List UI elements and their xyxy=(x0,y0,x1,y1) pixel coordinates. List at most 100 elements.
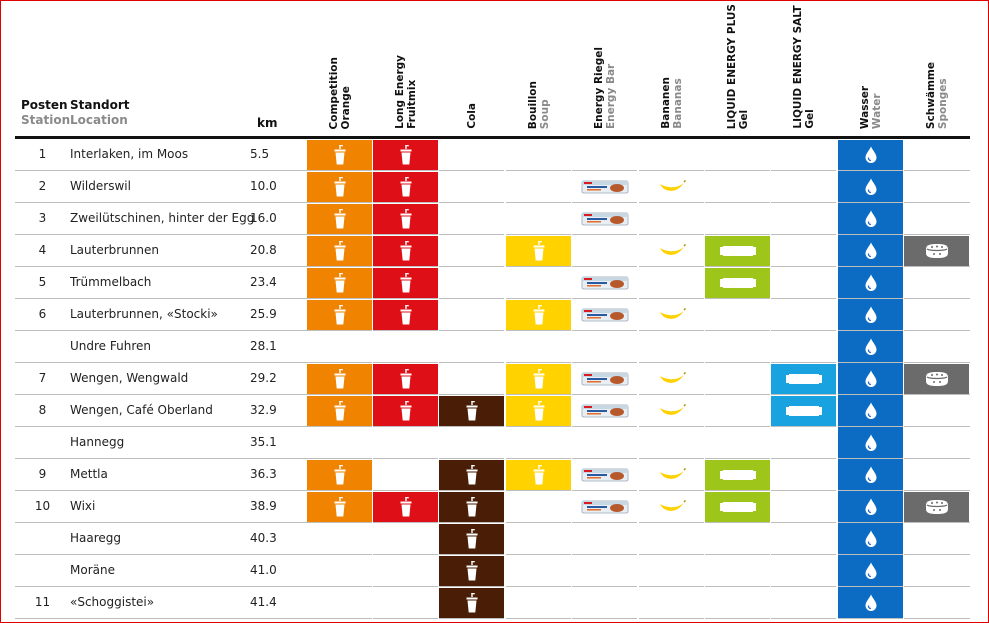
cell-fruitmix xyxy=(373,140,438,170)
column-gap xyxy=(571,298,572,299)
station-km: 10.0 xyxy=(250,179,277,193)
column-gap xyxy=(770,330,771,331)
column-header-en: Orange xyxy=(339,85,352,129)
table-row: 5 Trümmelbach 23.4 xyxy=(15,267,970,299)
column-gap xyxy=(504,458,506,459)
cell-fruitmix xyxy=(373,236,438,266)
column-gap xyxy=(637,458,639,459)
column-gap xyxy=(504,426,506,427)
cell-water xyxy=(838,332,903,362)
cup-icon xyxy=(465,497,479,517)
cell-bar xyxy=(572,268,637,298)
column-gap xyxy=(836,554,838,555)
column-gap xyxy=(903,330,904,331)
table-row: Haaregg 40.3 xyxy=(15,523,970,555)
station-location: Mettla xyxy=(70,467,108,481)
station-location: Zweilütschinen, hinter der Egg xyxy=(70,211,255,225)
cell-water xyxy=(838,268,903,298)
station-number: 2 xyxy=(38,179,47,193)
column-gap xyxy=(637,426,639,427)
station-location: Interlaken, im Moos xyxy=(70,147,189,161)
column-header-text: Schwämme Sponges xyxy=(925,62,949,129)
cell-gelplus xyxy=(705,236,770,266)
column-gap xyxy=(438,394,439,395)
column-gap xyxy=(903,266,904,267)
cell-fruitmix xyxy=(373,172,438,202)
cup-icon xyxy=(399,273,413,293)
column-gap xyxy=(504,298,506,299)
column-gap xyxy=(903,394,904,395)
header-posten: Posten xyxy=(21,98,68,112)
cell-fruitmix xyxy=(373,396,438,426)
cell-cola xyxy=(439,556,504,586)
cell-soup xyxy=(506,364,571,394)
cup-icon xyxy=(465,401,479,421)
column-header-text: Long Energy Fruitmix xyxy=(394,55,418,129)
column-gap xyxy=(571,618,572,619)
column-gap xyxy=(372,554,373,555)
energy-bar-icon xyxy=(581,179,629,195)
column-gap xyxy=(504,362,506,363)
column-gap xyxy=(770,170,771,171)
cell-water xyxy=(838,172,903,202)
station-km: 35.1 xyxy=(250,435,277,449)
energy-bar-icon xyxy=(581,211,629,227)
energy-bar-icon xyxy=(581,467,629,483)
water-drop-icon xyxy=(864,434,878,452)
header-rule xyxy=(15,136,970,139)
column-header-banana: Bananen Bananas xyxy=(639,5,704,129)
column-gap xyxy=(571,202,572,203)
column-header-en: Soup xyxy=(538,99,551,129)
header-station: Posten Station xyxy=(21,98,71,128)
cell-banana xyxy=(639,396,704,426)
station-number xyxy=(15,523,70,554)
column-gap xyxy=(504,618,506,619)
column-gap xyxy=(704,170,705,171)
column-gap xyxy=(504,586,506,587)
cell-water xyxy=(838,524,903,554)
column-gap xyxy=(637,202,639,203)
column-gap xyxy=(637,618,639,619)
column-gap xyxy=(438,586,439,587)
column-gap xyxy=(770,618,771,619)
column-gap xyxy=(637,394,639,395)
station-number: 11 xyxy=(34,595,51,609)
station-location: Wixi xyxy=(70,499,96,513)
station-location: Haaregg xyxy=(70,531,122,545)
cell-water xyxy=(838,236,903,266)
cell-sponge xyxy=(904,364,969,394)
column-gap xyxy=(770,426,771,427)
cup-icon xyxy=(399,369,413,389)
column-gap xyxy=(438,330,439,331)
station-location: Wengen, Café Oberland xyxy=(70,403,213,417)
station-km: 20.8 xyxy=(250,243,277,257)
column-gap xyxy=(637,362,639,363)
table-row: 4 Lauterbrunnen 20.8 xyxy=(15,235,970,267)
column-gap xyxy=(770,298,771,299)
cell-banana xyxy=(639,492,704,522)
station-km: 32.9 xyxy=(250,403,277,417)
column-gap xyxy=(372,426,373,427)
cell-fruitmix xyxy=(373,492,438,522)
table-row: 2 Wilderswil 10.0 xyxy=(15,171,970,203)
cell-soup xyxy=(506,236,571,266)
column-gap xyxy=(571,394,572,395)
column-header-en: Energy Bar xyxy=(604,63,617,129)
column-gap xyxy=(836,522,838,523)
row-separator xyxy=(15,522,970,523)
column-header-gelplus: LIQUID ENERGY PLUS Gel xyxy=(705,5,770,129)
energy-bar-icon xyxy=(581,307,629,323)
cell-banana xyxy=(639,460,704,490)
station-number: 8 xyxy=(38,403,47,417)
row-separator xyxy=(15,362,970,363)
column-gap xyxy=(836,426,838,427)
column-header-text: Bananen Bananas xyxy=(660,77,684,129)
table-row: 10 Wixi 38.9 xyxy=(15,491,970,523)
station-number: 1 xyxy=(38,147,47,161)
station-km: 29.2 xyxy=(250,371,277,385)
table-row: 3 Zweilütschinen, hinter der Egg 16.0 xyxy=(15,203,970,235)
column-header-de: Schwämme xyxy=(924,61,937,129)
column-gap xyxy=(504,394,506,395)
column-gap xyxy=(637,490,639,491)
cell-orange xyxy=(307,396,372,426)
